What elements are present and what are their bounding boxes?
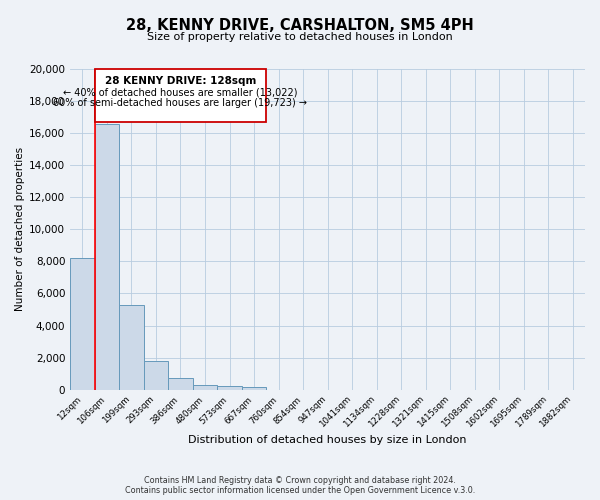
Text: Size of property relative to detached houses in London: Size of property relative to detached ho…: [147, 32, 453, 42]
Y-axis label: Number of detached properties: Number of detached properties: [15, 148, 25, 312]
Bar: [95, 124, 119, 390]
Text: Contains HM Land Registry data © Crown copyright and database right 2024.: Contains HM Land Registry data © Crown c…: [144, 476, 456, 485]
Text: Contains public sector information licensed under the Open Government Licence v.: Contains public sector information licen…: [125, 486, 475, 495]
Text: 60% of semi-detached houses are larger (19,723) →: 60% of semi-detached houses are larger (…: [53, 98, 307, 108]
Bar: [70, 258, 95, 390]
Bar: [168, 378, 193, 390]
Text: 28, KENNY DRIVE, CARSHALTON, SM5 4PH: 28, KENNY DRIVE, CARSHALTON, SM5 4PH: [126, 18, 474, 32]
X-axis label: Distribution of detached houses by size in London: Distribution of detached houses by size …: [188, 435, 467, 445]
Bar: [144, 361, 168, 390]
Bar: [193, 385, 217, 390]
FancyBboxPatch shape: [95, 69, 266, 122]
Bar: [119, 304, 144, 390]
Bar: [217, 386, 242, 390]
Text: ← 40% of detached houses are smaller (13,022): ← 40% of detached houses are smaller (13…: [63, 88, 298, 98]
Bar: [242, 387, 266, 390]
Text: 28 KENNY DRIVE: 128sqm: 28 KENNY DRIVE: 128sqm: [105, 76, 256, 86]
